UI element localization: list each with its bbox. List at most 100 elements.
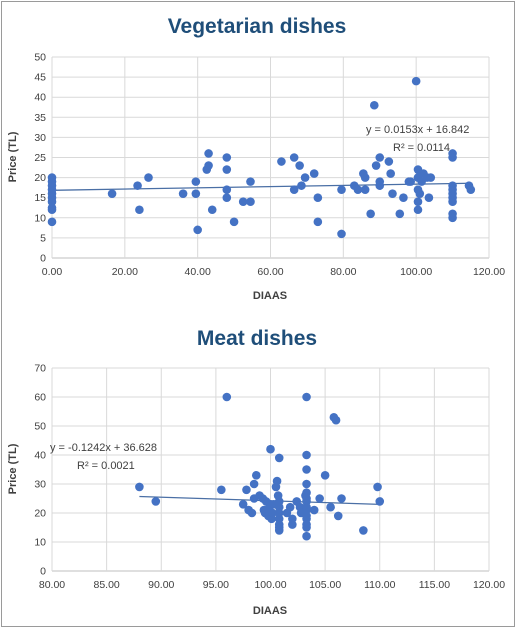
vegetarian-data-point [193,225,202,235]
meat-y-ticks: 0 10 20 30 40 50 60 70 [34,363,46,578]
meat-x-tick-label: 100.00 [254,579,286,591]
meat-data-point [302,392,311,402]
meat-data-point [373,482,382,492]
meat-y-tick-label: 70 [34,363,46,375]
meat-y-tick-label: 10 [34,537,46,549]
meat-data-point [268,508,277,518]
vegetarian-y-tick-label: 10 [34,212,46,224]
meat-data-point [302,523,311,532]
vegetarian-data-point [222,185,232,194]
vegetarian-data-point [413,197,423,207]
vegetarian-data-point [411,76,421,86]
vegetarian-data-point [229,217,239,227]
vegetarian-data-point [466,185,476,194]
meat-y-axis-label: Price (TL) [7,443,19,494]
vegetarian-data-point [47,217,57,227]
vegetarian-data-point [366,209,375,219]
meat-data-point [151,497,161,506]
vegetarian-data-point [207,205,217,215]
meat-y-tick-label: 50 [34,421,46,433]
vegetarian-data-point [395,209,405,219]
vegetarian-data-point [309,169,319,178]
vegetarian-data-point [448,197,457,207]
meat-x-tick-label: 90.00 [148,579,174,591]
meat-data-point [266,444,275,454]
meat-chart-title: Meat dishes [197,327,317,350]
vegetarian-data-point [375,181,385,190]
vegetarian-data-point [426,173,436,182]
meat-data-point [274,453,284,463]
vegetarian-r2-label: R² = 0.0114 [393,142,450,154]
vegetarian-x-tick-label: 120.00 [473,266,505,278]
vegetarian-data-point [135,205,144,215]
vegetarian-data-point [300,173,310,182]
meat-data-point [315,494,324,503]
meat-data-point [251,471,261,480]
meat-data-point [326,502,335,512]
vegetarian-data-point [204,161,213,170]
vegetarian-data-point [386,169,395,178]
vegetarian-data-point [399,193,408,202]
meat-data-point [274,526,284,535]
meat-data-point [288,520,297,529]
meat-y-tick-label: 0 [40,566,46,578]
vegetarian-data-point [313,217,323,227]
vegetarian-data-point [289,153,299,162]
meat-trend-equation: y = -0.1242x + 36.628 [50,442,157,454]
meat-y-tick-label: 40 [34,450,46,462]
vegetarian-data-point [178,189,188,198]
meat-data-point [217,485,226,495]
meat-data-point [238,500,248,509]
vegetarian-y-tick-label: 45 [34,72,46,84]
vegetarian-data-point [406,177,416,186]
vegetarian-trendline [51,182,471,191]
vegetarian-data-point [238,197,248,207]
meat-x-tick-label: 85.00 [93,579,119,591]
meat-chart: Meat dishes 0 10 20 30 40 50 60 70 80.00 85.00 90… [7,327,505,617]
meat-data-point [302,531,311,541]
vegetarian-data-point [375,153,385,162]
vegetarian-data-point [388,189,397,198]
vegetarian-data-point [246,197,255,207]
vegetarian-data-point [295,161,304,170]
vegetarian-x-tick-label: 60.00 [257,266,283,278]
vegetarian-y-tick-label: 5 [40,232,46,244]
vegetarian-data-point [337,185,346,194]
vegetarian-data-point [371,161,381,170]
vegetarian-data-point [107,189,117,198]
vegetarian-y-tick-label: 50 [34,52,46,64]
vegetarian-data-point [246,177,255,186]
vegetarian-y-tick-label: 25 [34,152,46,164]
meat-y-tick-label: 60 [34,392,46,404]
meat-data-point [309,505,319,515]
vegetarian-data-point [297,181,306,190]
vegetarian-data-point [47,203,57,213]
meat-data-point [302,465,311,474]
vegetarian-data-point [289,185,299,194]
vegetarian-points [47,76,476,239]
vegetarian-x-tick-label: 40.00 [185,266,211,278]
vegetarian-data-point [191,177,201,186]
meat-data-point [285,502,295,512]
vegetarian-x-ticks: 0.00 20.00 40.00 60.00 80.00 100.00 120.00 [42,266,505,278]
vegetarian-data-point [360,173,370,182]
vegetarian-data-point [144,173,153,182]
vegetarian-trend-equation: y = 0.0153x + 16.842 [366,124,469,136]
vegetarian-data-point [448,153,457,162]
meat-data-point [272,476,282,486]
meat-x-tick-label: 105.00 [309,579,341,591]
vegetarian-x-axis-label: DIAAS [253,290,287,302]
vegetarian-data-point [384,157,394,166]
meat-data-point [135,482,144,492]
vegetarian-data-point [204,149,213,158]
vegetarian-data-point [360,185,370,194]
vegetarian-data-point [222,165,232,174]
meat-data-point [337,494,346,503]
vegetarian-y-tick-label: 35 [34,112,46,124]
vegetarian-x-tick-label: 20.00 [112,266,138,278]
vegetarian-y-tick-label: 0 [40,253,46,265]
meat-data-point [242,485,251,495]
vegetarian-y-tick-label: 40 [34,92,46,104]
